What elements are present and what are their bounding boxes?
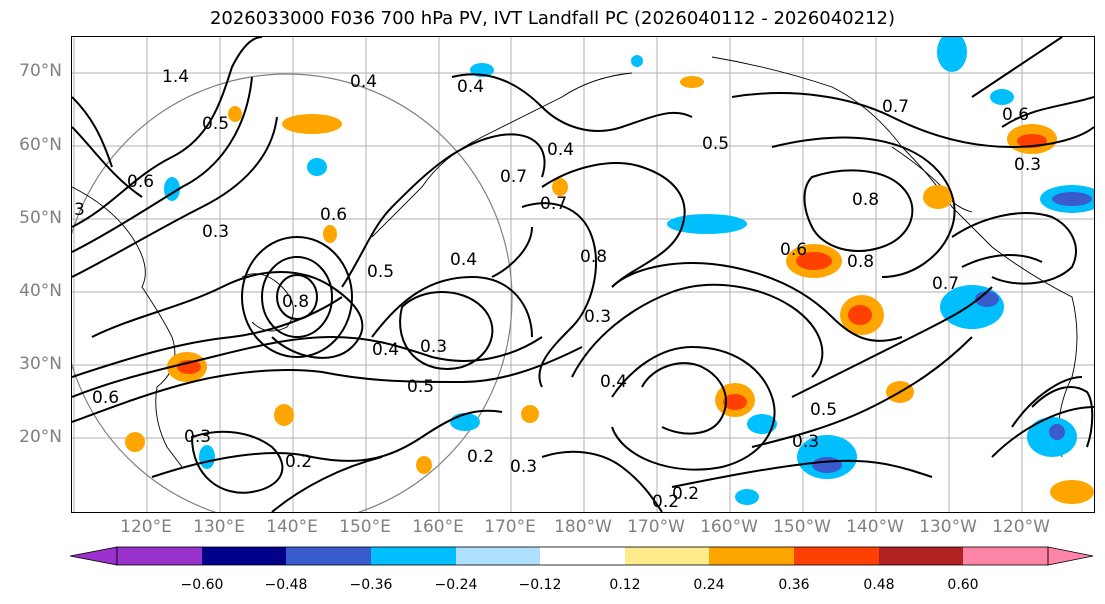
contour-label: 0.8 [580,247,607,267]
lon-label-180w: 180°W [554,517,612,537]
colorbar-tick: 0.24 [693,577,725,593]
contour-label: 0.4 [457,77,484,97]
colorbar-bin [625,547,709,565]
contour-label: 0.5 [810,400,837,420]
contour-label: 0.5 [367,262,394,282]
contour-label: 0.3 [1014,155,1041,175]
contour-label: 0.2 [285,452,312,472]
colorbar-bin [117,547,202,565]
colorbar-bin [794,547,879,565]
contour-label: 0.7 [932,274,959,294]
contour-label: 0.5 [702,134,729,154]
colorbar-tick: 0.12 [609,577,641,593]
lon-label-120w: 120°W [992,517,1050,537]
colorbar-bin [286,547,371,565]
lon-label-120e: 120°E [120,517,172,537]
colorbar-bin [709,547,794,565]
lon-label-170e: 170°E [484,517,536,537]
contour-label: 0.7 [882,97,909,117]
contour-label: 0.6 [1002,105,1029,125]
contour-label: 3 [74,200,85,220]
lon-label-130w: 130°W [919,517,977,537]
range-circle [72,73,513,512]
colorbar-bin [202,547,286,565]
negative-anomalies [164,37,1094,505]
contour-label: 0.7 [500,167,527,187]
lon-label-140w: 140°W [846,517,904,537]
colorbar-bin [456,547,540,565]
contour-label: 0.3 [584,307,611,327]
contour-label: 0.4 [600,372,627,392]
contour-label: 1.4 [162,67,189,87]
colorbar-tick: −0.60 [180,577,224,593]
lon-label-170w: 170°W [627,517,685,537]
colorbar-tick: −0.24 [434,577,478,593]
contour-label: 0.2 [652,492,679,512]
lon-label-130e: 130°E [193,517,245,537]
contour-label: 0.2 [672,484,699,504]
contour-label: 0.4 [350,72,377,92]
contour-label: 0.4 [450,250,477,270]
contour-label: 0.4 [372,340,399,360]
lon-label-160e: 160°E [412,517,464,537]
colorbar-outline [116,546,1049,566]
contour-label: 0.3 [510,457,537,477]
colorbar-bin [879,547,963,565]
colorbar-bin [963,547,1048,565]
contour-label-group: 0.4 0.4 0.4 0.4 0.4 0.4 0.5 0.5 0.5 0.5 … [74,67,1041,512]
contour-label: 0.4 [547,140,574,160]
colorbar-tick: 0.60 [947,577,979,593]
map-title: 2026033000 F036 700 hPa PV, IVT Landfall… [209,8,896,29]
lon-label-140e: 140°E [266,517,318,537]
colorbar [70,546,1094,566]
contour-label: 0.3 [420,337,447,357]
colorbar-tick: 0.36 [778,577,810,593]
map-panel: 0.4 0.4 0.4 0.4 0.4 0.4 0.5 0.5 0.5 0.5 … [71,36,1095,513]
colorbar-under-triangle [70,546,118,566]
lon-label-150e: 150°E [339,517,391,537]
lat-label-30n: 30°N [19,354,62,374]
contour-label: 0.6 [92,388,119,408]
lon-label-150w: 150°W [773,517,831,537]
lat-label-60n: 60°N [19,135,62,155]
contour-label: 0.7 [540,194,567,214]
contour-label: 0.6 [780,240,807,260]
contour-label: 0.3 [184,427,211,447]
map-canvas: 0.4 0.4 0.4 0.4 0.4 0.4 0.5 0.5 0.5 0.5 … [72,37,1094,512]
contour-label: 0.5 [407,377,434,397]
colorbar-tick: −0.48 [264,577,308,593]
colorbar-bin [371,547,456,565]
pv-contours [72,37,1094,512]
colorbar-tick: −0.12 [518,577,562,593]
colorbar-tick: 0.48 [863,577,895,593]
contour-label: 0.3 [202,222,229,242]
colorbar-tick: −0.36 [349,577,393,593]
contour-label: 0.8 [852,190,879,210]
lat-label-20n: 20°N [19,427,62,447]
contour-label: 0.8 [847,252,874,272]
contour-label: 0.6 [127,172,154,192]
colorbar-bin [540,547,625,565]
lat-label-70n: 70°N [19,61,62,81]
lat-label-40n: 40°N [19,281,62,301]
lat-label-50n: 50°N [19,208,62,228]
contour-label: 0.5 [202,114,229,134]
contour-label: 0.6 [320,205,347,225]
lon-label-160w: 160°W [700,517,758,537]
colorbar-over-triangle [1047,546,1094,566]
contour-label: 0.8 [282,292,309,312]
contour-label: 0.3 [792,432,819,452]
contour-label: 0.2 [467,447,494,467]
